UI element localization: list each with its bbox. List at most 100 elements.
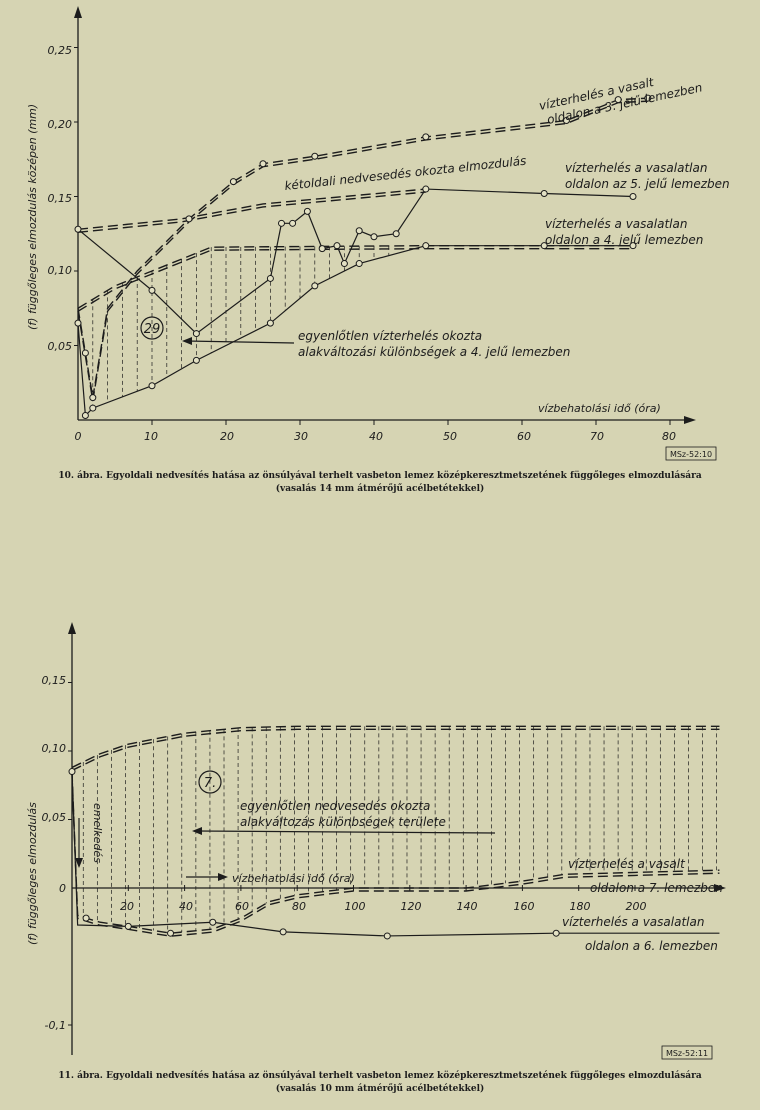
data-point xyxy=(318,245,326,253)
side-arrowhead xyxy=(75,858,83,868)
data-point xyxy=(614,96,622,104)
data-point xyxy=(370,233,378,241)
annotation-lemez5-line2: oldalon az 5. jelű lemezben xyxy=(565,177,730,191)
data-point xyxy=(629,193,637,200)
series-line-4-double xyxy=(77,247,633,312)
x-tick-label: 70 xyxy=(590,430,604,443)
y-tick-label: 0,15 xyxy=(42,674,67,687)
annotation-lemez6-line1: vízterhelés a vasalatlan xyxy=(562,915,704,929)
figure-11-caption: 11. ábra. Egyoldali nedvesítés hatása az… xyxy=(10,1070,750,1096)
data-point xyxy=(540,190,548,198)
x-tick-label: 40 xyxy=(369,430,383,443)
y-axis-label: (f) függőleges elmozdulás középen (mm) xyxy=(26,104,39,330)
caption-line: (vasalás 10 mm átmérőjű acélbetétekkel) xyxy=(275,1084,485,1094)
data-point xyxy=(229,178,237,186)
annotation-lemez7-line2: oldalon a 7. lemezben xyxy=(590,881,723,895)
data-point xyxy=(124,922,132,930)
x-tick-label: 140 xyxy=(457,900,478,913)
data-point xyxy=(629,242,637,250)
annotation-egyenlotlen-line2: alakváltozás különbségek területe xyxy=(240,815,446,829)
caption-line: 11. ábra. Egyoldali nedvesítés hatása az… xyxy=(58,1071,702,1081)
x-axis-label: vízbehatolási idő (óra) xyxy=(232,872,355,885)
data-point xyxy=(540,242,548,250)
y-tick-label: 0 xyxy=(59,882,66,895)
series-group xyxy=(68,725,720,940)
data-point xyxy=(89,404,97,412)
x-tick-label: 60 xyxy=(517,430,531,443)
x-tick-label: 60 xyxy=(235,900,249,913)
x-tick-label: 40 xyxy=(179,900,193,913)
data-point xyxy=(68,768,76,776)
data-point xyxy=(192,330,200,338)
annotation-egyenlotlen-line1: egyenlőtlen nedvesedés okozta xyxy=(240,799,430,813)
caption-line: 10. ábra. Egyoldali nedvesítés hatása az… xyxy=(58,471,702,481)
data-point xyxy=(311,152,319,160)
data-point xyxy=(383,932,391,940)
data-point xyxy=(311,282,319,290)
data-point xyxy=(422,133,430,141)
y-tick-label: 0,05 xyxy=(48,340,73,353)
code-box xyxy=(661,1045,713,1060)
series-group xyxy=(74,94,652,420)
series-line-1 xyxy=(77,188,426,230)
figure-number-circle xyxy=(140,316,164,340)
data-point xyxy=(74,319,82,327)
data-point xyxy=(355,227,363,235)
x-tick-label: 80 xyxy=(662,430,676,443)
annotation-egyenlotlen-line2: alakváltozási különbségek a 4. jelű leme… xyxy=(298,345,570,359)
caption-line: (vasalás 14 mm átmérőjű acélbetétekkel) xyxy=(275,484,485,494)
data-point xyxy=(82,914,90,922)
series-line-2-double xyxy=(71,728,720,772)
annotation-lemez4-line1: vízterhelés a vasalatlan xyxy=(545,217,687,231)
y-tick-label: 0,25 xyxy=(48,44,73,57)
series-line-2 xyxy=(77,188,634,335)
x-axis-label: vízbehatolási idő (óra) xyxy=(538,402,661,415)
data-point xyxy=(422,185,430,193)
x-tick-label: 120 xyxy=(401,900,422,913)
data-point xyxy=(185,215,193,223)
data-point xyxy=(148,286,156,294)
code-label: MSz-52:11 xyxy=(666,1049,708,1058)
series-line-1 xyxy=(71,771,720,937)
annotation-arrow-line xyxy=(195,830,496,834)
data-point xyxy=(192,356,200,364)
x-axis-arrow xyxy=(714,884,726,892)
data-point xyxy=(552,929,560,937)
series-line-0-double xyxy=(71,774,720,937)
annotation-arrowhead xyxy=(192,827,202,835)
tick-marks xyxy=(68,682,636,1026)
data-point xyxy=(644,94,652,102)
data-point xyxy=(562,117,570,125)
data-point xyxy=(340,260,348,268)
data-point xyxy=(266,319,274,327)
series-line-0 xyxy=(71,771,720,934)
side-label: emelkedés xyxy=(91,803,104,863)
annotation-egyenlotlen-line1: egyenlőtlen vízterhelés okozta xyxy=(298,329,482,343)
data-point xyxy=(278,219,285,227)
code-label: MSz-52:10 xyxy=(670,450,712,459)
data-point xyxy=(392,230,400,238)
x-tick-label: 160 xyxy=(514,900,535,913)
tick-marks xyxy=(74,47,671,425)
data-point xyxy=(355,260,363,268)
x-tick-label: 20 xyxy=(120,900,134,913)
x-tick-label: 80 xyxy=(292,900,306,913)
figure-number: 29 xyxy=(144,322,161,337)
figure-10-caption: 10. ábra. Egyoldali nedvesítés hatása az… xyxy=(10,470,750,496)
data-point xyxy=(259,160,267,168)
y-tick-label: 0,05 xyxy=(42,811,67,824)
x-tick-label: 50 xyxy=(443,430,457,443)
x-tick-label: 10 xyxy=(144,430,158,443)
figure-11-chart: 20 40 60 80 100 120 140 160 180 200 0,15… xyxy=(26,622,726,1060)
annotation-lemez7-line1: vízterhelés a vasalt xyxy=(568,857,686,871)
data-point xyxy=(167,929,175,937)
data-point xyxy=(209,918,217,926)
data-point xyxy=(148,382,156,390)
annotation-arrow-line xyxy=(185,340,295,344)
data-point xyxy=(81,412,89,420)
y-axis-label: (f) függőleges elmozdulás xyxy=(26,802,39,945)
annotation-lemez4-line2: oldalon a 4. jelű lemezben xyxy=(545,233,703,247)
x-axis-arrow xyxy=(684,416,696,424)
data-point xyxy=(89,394,97,402)
data-point xyxy=(333,242,341,250)
